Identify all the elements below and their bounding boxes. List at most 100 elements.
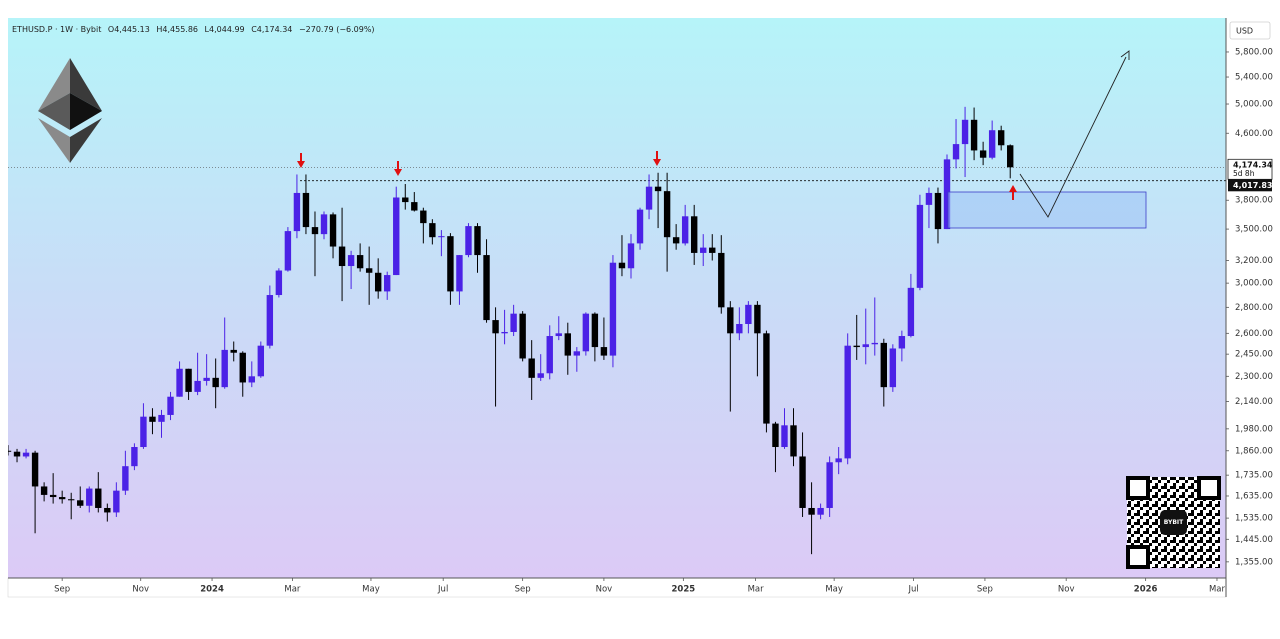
y-tick-label: 3,500.00 (1235, 225, 1273, 235)
candle-body (871, 342, 878, 345)
candle-body (284, 231, 292, 271)
candle-body (916, 204, 924, 288)
candle-body (718, 252, 725, 308)
x-tick-label: Mar (1209, 585, 1226, 595)
candle-body (411, 202, 418, 211)
candle-body (275, 270, 283, 296)
candle-body (880, 342, 888, 388)
ohlc-open: O4,445.13 (108, 25, 150, 34)
candle-body (68, 499, 75, 501)
candle-body (347, 255, 355, 267)
candle-body (456, 255, 463, 292)
ohlc-close: C4,174.34 (251, 25, 292, 34)
candle-body (609, 262, 617, 356)
candle-body (853, 345, 860, 348)
candle-body (356, 255, 364, 269)
candle-body (86, 488, 93, 506)
candle-body (663, 191, 671, 238)
candle-body (113, 490, 120, 513)
y-tick-label: 4,600.00 (1235, 129, 1273, 139)
candle-body (763, 333, 770, 424)
candle-body (203, 377, 210, 381)
candle-body (636, 209, 644, 244)
y-tick-label: 1,980.00 (1235, 424, 1273, 434)
candle-body (600, 347, 608, 356)
candle-body (8, 450, 12, 452)
y-tick-label: 2,800.00 (1235, 303, 1273, 313)
candle-body (736, 324, 743, 334)
candle-body (429, 223, 436, 238)
x-tick-label: Sep (515, 585, 531, 595)
y-tick-label: 2,300.00 (1235, 372, 1273, 382)
candle-body (131, 447, 138, 467)
candle-body (104, 507, 111, 513)
candle-body (519, 313, 526, 359)
candle-body (700, 247, 707, 253)
candle-body (546, 336, 553, 374)
candle-body (302, 192, 310, 228)
y-tick-label: 2,600.00 (1235, 329, 1273, 339)
candle-body (573, 351, 581, 356)
level-price-label: 4,017.83 (1233, 181, 1272, 190)
y-tick-label: 5,800.00 (1235, 47, 1273, 57)
candle-body (293, 192, 301, 232)
x-axis-strip (7, 577, 1227, 598)
ohlc-change: −270.79 (−6.09%) (299, 25, 375, 34)
candle-body (826, 462, 833, 508)
candle-body (781, 425, 788, 448)
y-tick-label: 2,140.00 (1235, 397, 1273, 407)
y-tick-label: 3,200.00 (1235, 256, 1273, 266)
candle-body (745, 304, 752, 325)
candle-body (555, 333, 562, 337)
y-tick-label: 3,000.00 (1235, 279, 1273, 289)
candle-body (654, 186, 662, 192)
candle-body (510, 313, 517, 332)
x-tick-label: 2025 (672, 585, 696, 595)
x-tick-label: Jul (907, 585, 918, 595)
projection-path (1019, 56, 1127, 218)
candle-body (970, 119, 978, 151)
y-tick-label: 1,635.00 (1235, 491, 1273, 501)
candle-body (248, 376, 255, 383)
symbol-title: ETHUSD.P · 1W · Bybit (12, 25, 101, 34)
x-tick-label: May (362, 585, 380, 595)
candle-body (420, 210, 427, 224)
candle-body (690, 216, 698, 253)
x-tick-label: 2026 (1134, 585, 1158, 595)
candle-body (672, 237, 680, 244)
candle-body (167, 396, 174, 415)
candle-body (817, 507, 824, 515)
x-tick-label: Sep (54, 585, 70, 595)
plot-background (8, 18, 1226, 578)
candle-body (591, 313, 599, 348)
candle-body (158, 414, 165, 422)
candle-body (384, 275, 391, 292)
candle-body (13, 451, 21, 457)
candle-body (627, 243, 635, 269)
candle-body (140, 416, 147, 448)
y-axis-unit: USD (1236, 27, 1253, 36)
qr-badge: BYBIT (1164, 519, 1184, 526)
y-tick-label: 2,450.00 (1235, 350, 1273, 360)
candle-body (754, 304, 761, 334)
candle-body (925, 192, 933, 205)
candle-body (862, 344, 869, 348)
candle-body (997, 130, 1005, 146)
candle-body (537, 373, 544, 378)
candle-body (952, 144, 960, 160)
candle-body (402, 197, 409, 203)
candle-body (311, 227, 319, 235)
candle-body (564, 333, 571, 356)
candle-body (329, 214, 337, 247)
candle-body (31, 452, 39, 487)
candle-body (176, 368, 183, 397)
ohlc-low: L4,044.99 (205, 25, 245, 34)
candle-body (618, 262, 626, 269)
candle-body (844, 345, 851, 459)
chart-header: ETHUSD.P · 1W · Bybit O4,445.13 H4,455.8… (12, 25, 375, 34)
candle-body (501, 331, 508, 334)
candle-body (961, 119, 969, 145)
x-tick-label: Nov (132, 585, 149, 595)
candle-body (365, 268, 373, 273)
candle-body (808, 507, 815, 515)
